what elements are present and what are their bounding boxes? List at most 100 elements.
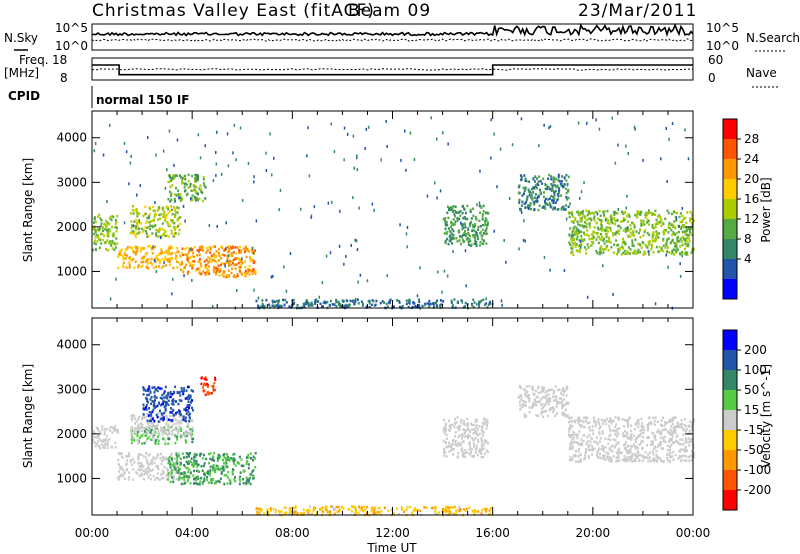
data-cell xyxy=(466,424,469,428)
data-cell xyxy=(179,476,182,479)
data-cell xyxy=(178,174,181,177)
data-cell xyxy=(662,249,665,253)
data-cell xyxy=(158,478,161,481)
data-cell xyxy=(570,238,573,241)
data-cell xyxy=(485,242,488,245)
data-cell xyxy=(148,407,151,410)
data-cell xyxy=(646,429,649,432)
data-cell xyxy=(162,265,165,268)
data-cell xyxy=(117,476,119,479)
data-cell xyxy=(682,235,685,239)
data-cell xyxy=(370,509,373,512)
data-cell xyxy=(328,512,331,516)
data-cell xyxy=(549,125,552,128)
data-cell xyxy=(231,267,233,270)
data-cell xyxy=(105,225,108,228)
data-cell xyxy=(656,232,659,235)
data-cell xyxy=(244,274,247,278)
data-cell xyxy=(172,477,175,480)
data-cell xyxy=(554,201,557,204)
data-cell xyxy=(456,217,459,220)
data-cell xyxy=(207,393,210,396)
data-cell xyxy=(595,441,598,444)
data-cell xyxy=(543,255,546,259)
data-cell xyxy=(97,235,100,239)
data-cell xyxy=(329,251,332,255)
data-cell xyxy=(520,399,523,402)
data-cell xyxy=(102,226,105,229)
data-cell xyxy=(556,401,559,405)
data-cell xyxy=(476,235,479,238)
data-cell xyxy=(679,245,682,248)
data-cell xyxy=(520,175,523,179)
data-cell xyxy=(679,274,682,278)
data-cell xyxy=(212,245,215,248)
data-cell xyxy=(557,175,560,179)
data-cell xyxy=(524,401,527,404)
data-cell xyxy=(520,406,523,409)
data-cell xyxy=(586,121,588,125)
data-cell xyxy=(427,302,430,306)
data-cell xyxy=(672,224,675,227)
data-cell xyxy=(563,413,566,416)
data-cell xyxy=(96,240,99,243)
data-cell xyxy=(136,193,138,197)
data-cell xyxy=(609,430,612,433)
data-cell xyxy=(153,430,155,433)
data-cell xyxy=(678,455,681,458)
data-cell xyxy=(628,416,631,419)
data-cell xyxy=(155,153,157,157)
data-cell xyxy=(654,302,657,306)
data-cell xyxy=(583,231,585,235)
data-cell xyxy=(568,420,571,424)
data-cell xyxy=(183,471,186,474)
data-cell xyxy=(534,199,537,203)
data-cell xyxy=(582,226,585,229)
data-cell xyxy=(148,385,151,388)
data-cell xyxy=(679,237,682,241)
data-cell xyxy=(130,438,133,441)
data-cell xyxy=(191,266,194,270)
data-cell xyxy=(480,438,483,441)
data-cell xyxy=(152,245,154,249)
data-cell xyxy=(246,478,249,481)
data-cell xyxy=(238,257,241,261)
data-cell xyxy=(601,229,604,232)
data-cell xyxy=(537,180,540,183)
data-cell xyxy=(228,249,231,252)
data-cell xyxy=(157,411,160,415)
data-cell xyxy=(165,416,168,420)
data-cell xyxy=(471,437,474,440)
data-cell xyxy=(612,251,615,254)
data-cell xyxy=(636,251,639,254)
data-cell xyxy=(623,425,626,428)
data-cell xyxy=(256,510,259,514)
data-cell xyxy=(615,460,618,463)
data-cell xyxy=(209,247,212,251)
data-cell xyxy=(599,452,601,456)
data-cell xyxy=(401,508,403,511)
data-cell xyxy=(195,185,198,189)
data-cell xyxy=(603,229,606,232)
data-cell xyxy=(166,467,169,471)
data-cell xyxy=(638,251,640,254)
data-cell xyxy=(196,465,199,468)
data-cell xyxy=(691,213,694,216)
data-cell xyxy=(587,446,590,449)
data-cell xyxy=(139,468,141,472)
data-cell xyxy=(275,299,278,303)
data-cell xyxy=(464,452,466,455)
data-cell xyxy=(164,408,167,411)
data-cell xyxy=(212,386,215,389)
data-cell xyxy=(458,229,460,232)
colorbar-segment xyxy=(723,159,737,180)
data-cell xyxy=(176,411,179,414)
data-cell xyxy=(674,425,677,428)
data-cell xyxy=(462,453,465,457)
data-cell xyxy=(204,144,206,148)
data-cell xyxy=(443,454,446,457)
data-cell xyxy=(653,423,656,426)
data-cell xyxy=(592,211,595,215)
data-cell xyxy=(137,462,140,465)
data-cell xyxy=(617,250,620,254)
